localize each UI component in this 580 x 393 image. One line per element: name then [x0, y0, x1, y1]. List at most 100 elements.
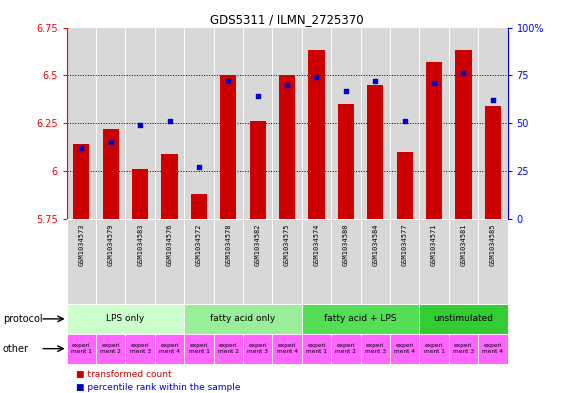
Bar — [331, 219, 361, 304]
Text: experi
ment 1: experi ment 1 — [423, 343, 444, 354]
Bar — [478, 219, 508, 304]
Point — [400, 118, 409, 125]
Text: GSM1034578: GSM1034578 — [225, 223, 231, 266]
Text: ■ percentile rank within the sample: ■ percentile rank within the sample — [75, 383, 240, 392]
Text: fatty acid + LPS: fatty acid + LPS — [324, 314, 397, 323]
Point — [136, 122, 145, 128]
Bar — [302, 219, 331, 304]
Bar — [302, 304, 419, 334]
Text: experi
ment 3: experi ment 3 — [365, 343, 386, 354]
Text: experi
ment 2: experi ment 2 — [218, 343, 239, 354]
Bar — [390, 334, 419, 364]
Bar — [184, 334, 213, 364]
Text: protocol: protocol — [3, 314, 42, 324]
Bar — [331, 334, 361, 364]
Bar — [309, 50, 325, 219]
Point — [312, 74, 321, 81]
Text: other: other — [3, 343, 29, 354]
Text: experi
ment 3: experi ment 3 — [247, 343, 268, 354]
Text: GSM1034574: GSM1034574 — [313, 223, 320, 266]
Bar — [449, 334, 478, 364]
Title: GDS5311 / ILMN_2725370: GDS5311 / ILMN_2725370 — [211, 13, 364, 26]
Text: experi
ment 2: experi ment 2 — [100, 343, 121, 354]
Text: experi
ment 4: experi ment 4 — [277, 343, 298, 354]
Text: ■ transformed count: ■ transformed count — [75, 370, 171, 379]
Bar — [132, 169, 148, 219]
Bar — [73, 144, 89, 219]
Text: GSM1034576: GSM1034576 — [166, 223, 173, 266]
Text: GSM1034580: GSM1034580 — [343, 223, 349, 266]
Bar — [155, 334, 184, 364]
Bar — [243, 334, 273, 364]
Bar — [125, 334, 155, 364]
Bar — [478, 334, 508, 364]
Bar — [361, 219, 390, 304]
Bar — [184, 304, 302, 334]
Text: experi
ment 1: experi ment 1 — [71, 343, 92, 354]
Point — [165, 118, 174, 125]
Text: experi
ment 4: experi ment 4 — [159, 343, 180, 354]
Point — [282, 82, 292, 88]
Text: GSM1034585: GSM1034585 — [490, 223, 496, 266]
Bar — [419, 219, 449, 304]
Point — [224, 78, 233, 84]
Text: GSM1034581: GSM1034581 — [461, 223, 466, 266]
Point — [253, 93, 262, 99]
Bar — [67, 334, 96, 364]
Bar — [273, 219, 302, 304]
Bar — [273, 334, 302, 364]
Point — [429, 80, 438, 86]
Bar — [96, 219, 125, 304]
Text: GSM1034573: GSM1034573 — [78, 223, 85, 266]
Point — [459, 70, 468, 77]
Text: experi
ment 2: experi ment 2 — [335, 343, 356, 354]
Point — [371, 78, 380, 84]
Bar — [67, 304, 184, 334]
Bar — [161, 154, 177, 219]
Bar — [220, 75, 237, 219]
Bar — [397, 152, 413, 219]
Point — [488, 97, 498, 103]
Bar — [155, 219, 184, 304]
Bar — [485, 106, 501, 219]
Bar — [426, 62, 442, 219]
Bar — [103, 129, 119, 219]
Text: experi
ment 4: experi ment 4 — [483, 343, 503, 354]
Text: GSM1034575: GSM1034575 — [284, 223, 290, 266]
Bar — [213, 219, 243, 304]
Bar — [213, 334, 243, 364]
Text: fatty acid only: fatty acid only — [211, 314, 276, 323]
Point — [341, 88, 350, 94]
Bar — [302, 334, 331, 364]
Bar — [338, 104, 354, 219]
Text: experi
ment 4: experi ment 4 — [394, 343, 415, 354]
Text: GSM1034583: GSM1034583 — [137, 223, 143, 266]
Bar — [67, 219, 96, 304]
Text: GSM1034571: GSM1034571 — [431, 223, 437, 266]
Bar — [367, 85, 383, 219]
Bar — [184, 219, 213, 304]
Bar — [390, 219, 419, 304]
Text: experi
ment 1: experi ment 1 — [306, 343, 327, 354]
Point — [77, 145, 86, 151]
Bar — [449, 219, 478, 304]
Bar — [455, 50, 472, 219]
Text: GSM1034579: GSM1034579 — [108, 223, 114, 266]
Text: experi
ment 3: experi ment 3 — [453, 343, 474, 354]
Bar — [96, 334, 125, 364]
Text: LPS only: LPS only — [106, 314, 144, 323]
Text: GSM1034584: GSM1034584 — [372, 223, 378, 266]
Text: experi
ment 1: experi ment 1 — [188, 343, 209, 354]
Text: GSM1034577: GSM1034577 — [401, 223, 408, 266]
Text: GSM1034582: GSM1034582 — [255, 223, 261, 266]
Bar — [125, 219, 155, 304]
Bar — [279, 75, 295, 219]
Bar — [191, 194, 207, 219]
Text: experi
ment 3: experi ment 3 — [130, 343, 151, 354]
Point — [106, 139, 115, 145]
Text: GSM1034572: GSM1034572 — [196, 223, 202, 266]
Point — [194, 164, 204, 171]
Bar — [249, 121, 266, 219]
Bar — [243, 219, 273, 304]
Bar — [419, 334, 449, 364]
